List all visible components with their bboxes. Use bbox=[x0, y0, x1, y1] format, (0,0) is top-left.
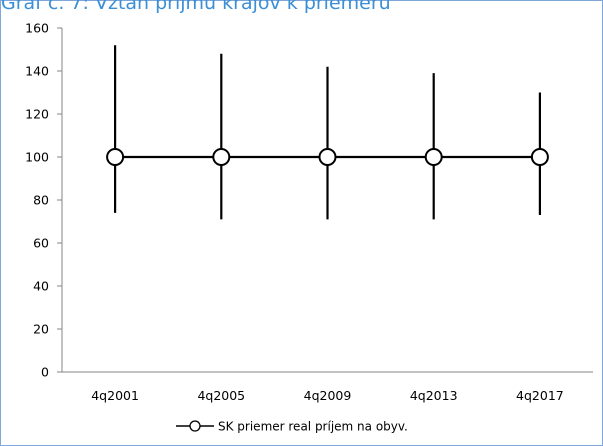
x-tick-label: 4q2013 bbox=[410, 388, 458, 403]
legend-label: SK priemer real príjem na obyv. bbox=[218, 420, 408, 434]
chart-title: Graf č. 7: Vzťah príjmu krajov k priemer… bbox=[1, 0, 391, 14]
data-point bbox=[106, 148, 125, 166]
y-tick-label: 0 bbox=[41, 365, 49, 380]
legend-marker bbox=[189, 420, 201, 432]
y-tick-label: 60 bbox=[33, 236, 49, 251]
x-tick-label: 4q2001 bbox=[91, 388, 139, 403]
x-tick-label: 4q2005 bbox=[197, 388, 245, 403]
x-tick-label: 4q2009 bbox=[304, 388, 352, 403]
y-tick-label: 100 bbox=[25, 150, 49, 165]
y-tick-label: 120 bbox=[25, 107, 49, 122]
y-tick-label: 140 bbox=[25, 64, 49, 79]
data-point bbox=[424, 148, 443, 166]
y-tick-label: 80 bbox=[33, 193, 49, 208]
x-tick-label: 4q2017 bbox=[516, 388, 564, 403]
y-tick-label: 160 bbox=[25, 21, 49, 36]
y-tick-label: 20 bbox=[33, 322, 49, 337]
data-point bbox=[212, 148, 231, 166]
y-tick-label: 40 bbox=[33, 279, 49, 294]
data-point bbox=[530, 148, 549, 166]
data-point bbox=[318, 148, 337, 166]
